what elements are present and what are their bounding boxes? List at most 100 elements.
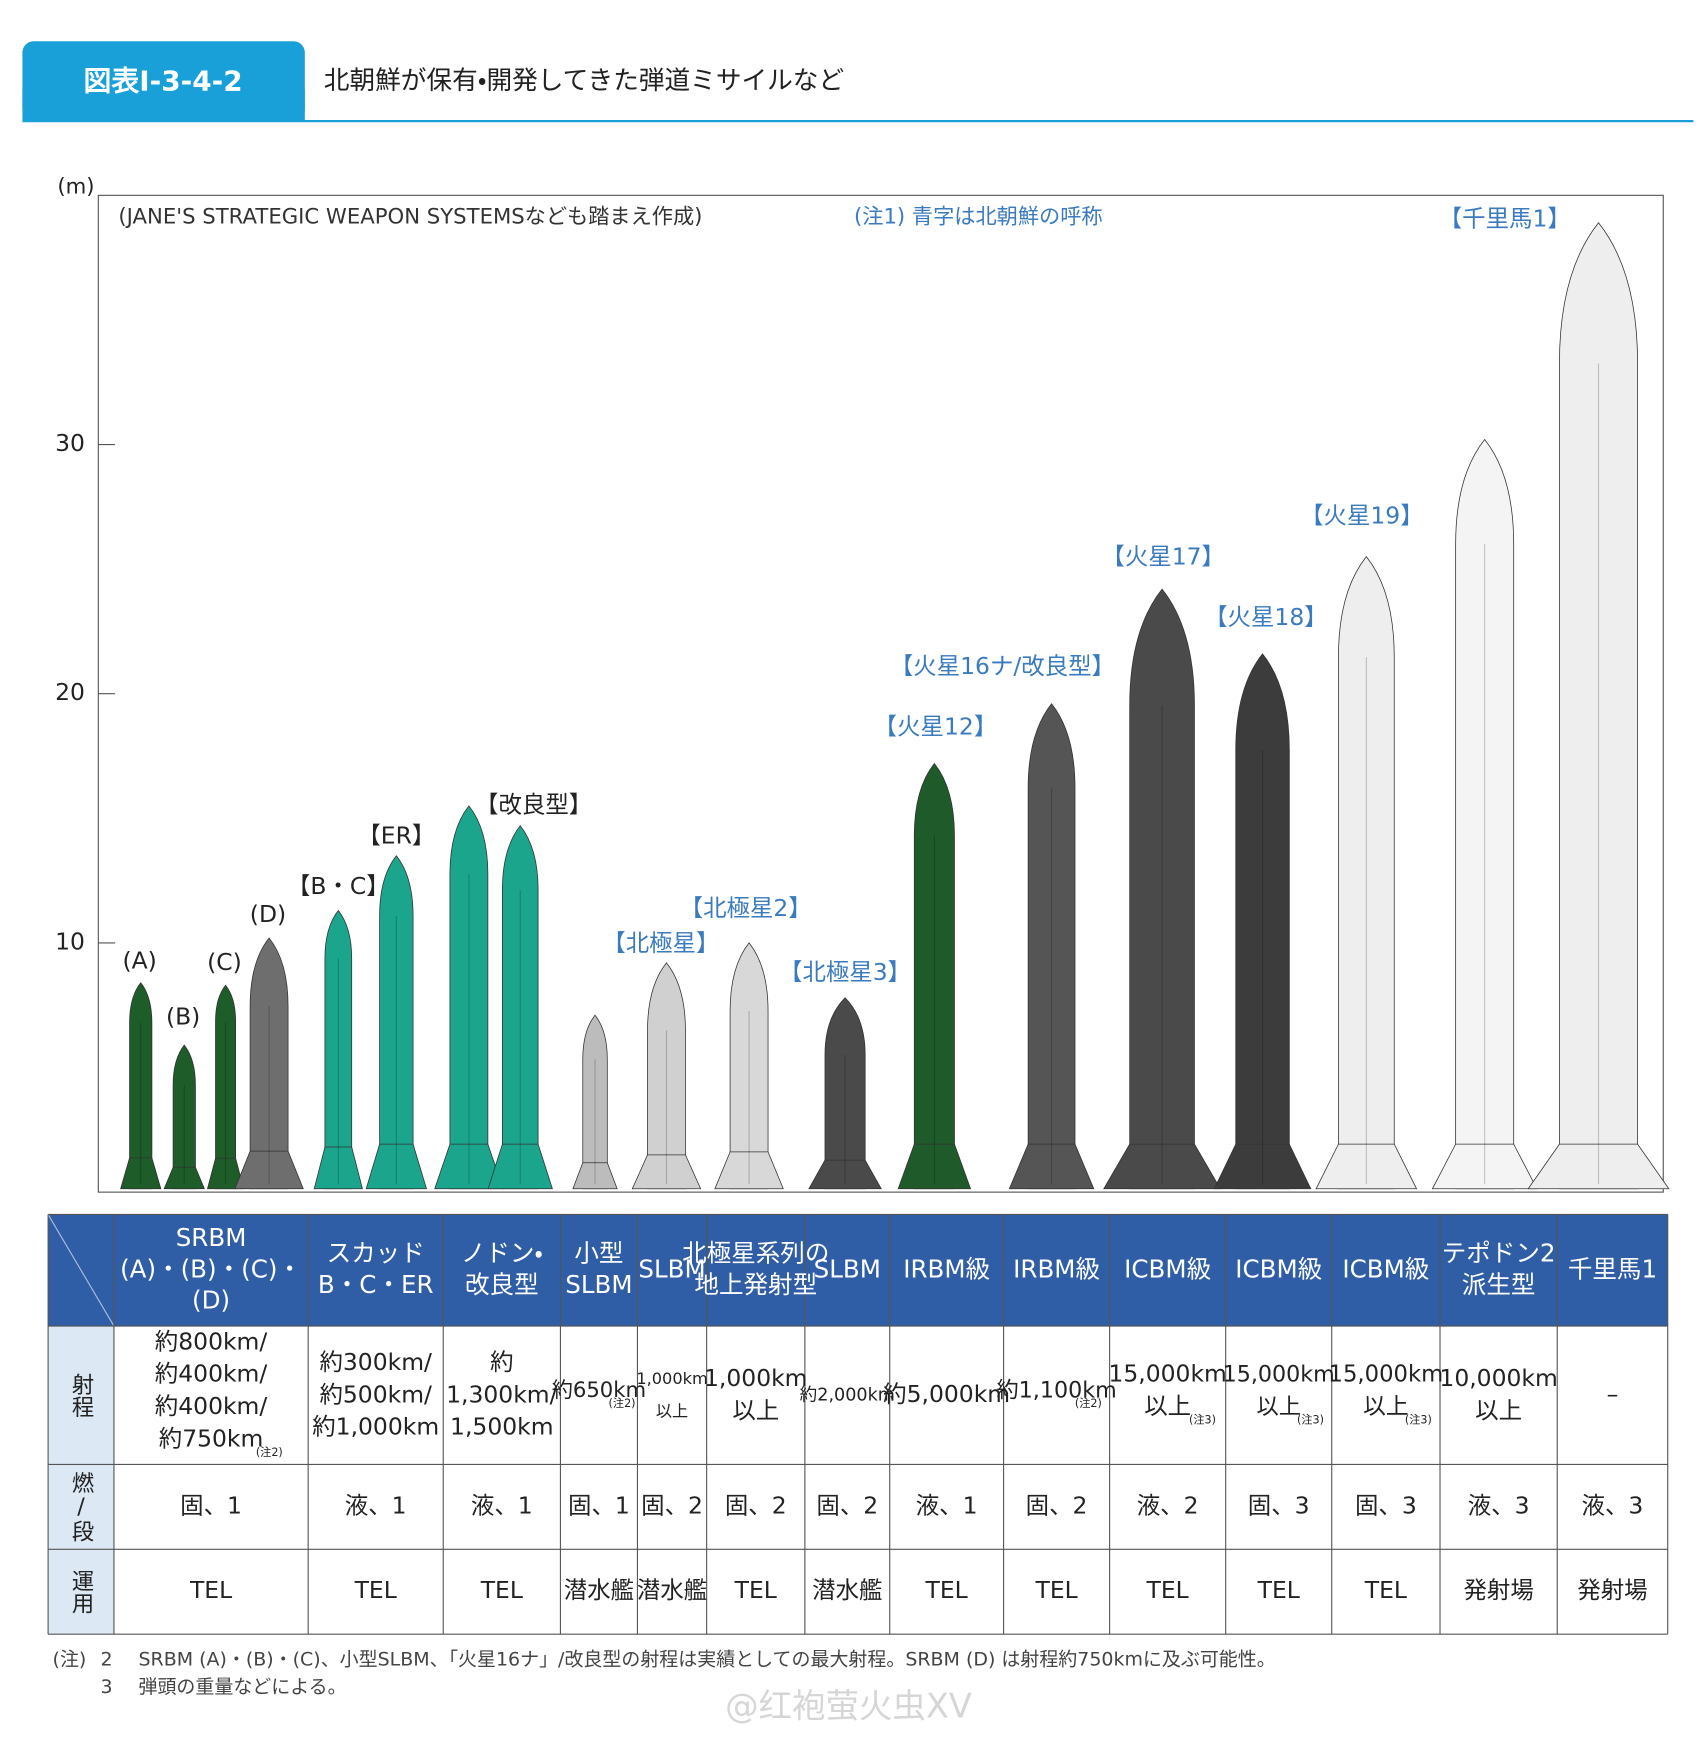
missile-label: (C) xyxy=(207,948,242,976)
table-header: 北極星系列の地上発射型 xyxy=(682,1239,829,1299)
missile-label: 【北極星3】 xyxy=(779,958,911,986)
diagonal xyxy=(47,1214,115,1327)
missile-label: 【千里馬1】 xyxy=(1439,204,1571,232)
table-rowhead-bg xyxy=(48,1326,114,1635)
table-cell: 固、3 xyxy=(1355,1491,1417,1519)
table-header: SLBM xyxy=(814,1254,881,1283)
missile-label: 【北極星】 xyxy=(602,929,719,957)
watermark: @红袍萤火虫XV xyxy=(725,1686,972,1725)
table-header: ノドン・改良型 xyxy=(461,1239,543,1299)
missile-fins xyxy=(572,1162,618,1190)
footnote-text: SRBM (A)・(B)・(C)、小型SLBM、「火星16ナ」/改良型の射程は実… xyxy=(139,1648,1276,1670)
source-note: (JANE'S STRATEGIC WEAPON SYSTEMSなども踏まえ作成… xyxy=(118,204,702,229)
table-header: スカッド B・C・ER xyxy=(318,1239,434,1299)
missile-label: 【ER】 xyxy=(357,822,435,850)
missile-fins xyxy=(714,1151,784,1190)
missile-fins xyxy=(1527,1143,1670,1190)
table-cell: 液、2 xyxy=(1137,1491,1199,1519)
table-cell: 約2,000km xyxy=(800,1385,895,1405)
missile-fins xyxy=(234,1150,304,1190)
table-cell-note: (注2) xyxy=(256,1446,283,1459)
table-cell: TEL xyxy=(1257,1576,1300,1604)
title: 北朝鮮が保有・開発してきた弾道ミサイルなど xyxy=(324,66,844,96)
row-title: 運用 xyxy=(68,1569,94,1614)
y-tick-label: 20 xyxy=(55,678,85,706)
table-cell: 固、1 xyxy=(568,1491,630,1519)
missile-label: (B) xyxy=(166,1002,200,1030)
table-cell: TEL xyxy=(1146,1576,1189,1604)
missile-fins xyxy=(1315,1143,1418,1190)
missile-fins xyxy=(313,1146,363,1190)
table-header: IRBM級 xyxy=(903,1254,990,1283)
missile-fins xyxy=(1008,1143,1095,1190)
table-cell-note: (注3) xyxy=(1405,1413,1432,1426)
badge-bg-base xyxy=(22,89,305,121)
footnote-text: 弾頭の重量などによる。 xyxy=(139,1676,347,1698)
table-cell: 液、3 xyxy=(1582,1491,1644,1519)
missile-label: 【火星18】 xyxy=(1204,603,1328,631)
table-cell: 潜水艦 xyxy=(812,1576,882,1604)
table-cell: 液、1 xyxy=(345,1491,407,1519)
table-header: SRBM (A)・(B)・(C)・(D) xyxy=(120,1223,302,1315)
table-cell: 液、1 xyxy=(471,1491,533,1519)
table-cell: TEL xyxy=(734,1576,777,1604)
table-cell-note: (注3) xyxy=(1297,1413,1324,1426)
table-cell: TEL xyxy=(189,1576,232,1604)
table-cell: TEL xyxy=(480,1576,523,1604)
table-header: 千里馬1 xyxy=(1568,1254,1657,1283)
table-cell-note: (注2) xyxy=(1075,1397,1102,1410)
missile-label: (D) xyxy=(250,900,286,928)
table-cell: TEL xyxy=(925,1576,968,1604)
missile-label: 【B・C】 xyxy=(287,872,390,900)
table-cell: 潜水艦 xyxy=(564,1576,634,1604)
table-header: ICBM級 xyxy=(1124,1254,1211,1283)
table-cell: 液、3 xyxy=(1468,1491,1530,1519)
table-cell: 約800km/約400km/約400km/約750km xyxy=(155,1327,268,1452)
table-cell: TEL xyxy=(1364,1576,1407,1604)
table-header: ICBM級 xyxy=(1235,1254,1322,1283)
table-cell: 発射場 xyxy=(1463,1576,1533,1604)
table-cell: 15,000km 以上 xyxy=(1329,1361,1444,1419)
table-cell: 15,000km 以上 xyxy=(1223,1361,1335,1419)
table-cell: 約300km/約500km/約1,000km xyxy=(312,1347,439,1440)
missile-fins xyxy=(808,1159,882,1190)
table-header: IRBM級 xyxy=(1013,1254,1100,1283)
missile-label: (A) xyxy=(122,947,156,975)
missile-fins xyxy=(631,1154,702,1190)
note1: (注1) 青字は北朝鮮の呼称 xyxy=(854,204,1103,229)
table-header: テポドン2 派生型 xyxy=(1442,1239,1556,1299)
table-cell: 1,000km 以上 xyxy=(704,1364,808,1424)
table-cell: 10,000km 以上 xyxy=(1439,1364,1557,1424)
table-cell: 約650km xyxy=(552,1377,646,1402)
missile-fins xyxy=(1213,1143,1312,1190)
table-cell: 固、2 xyxy=(816,1491,878,1519)
y-unit: (m) xyxy=(57,174,94,199)
table-header: ICBM級 xyxy=(1342,1254,1429,1283)
table-cell: 固、2 xyxy=(641,1491,703,1519)
table-cell: 発射場 xyxy=(1577,1576,1647,1604)
table-header-bg xyxy=(48,1214,1668,1327)
footnote-num: 2 xyxy=(101,1648,113,1670)
table-cell: 15,000km 以上 xyxy=(1108,1359,1226,1419)
table-cell: 1,000km 以上 xyxy=(636,1369,707,1420)
row-title: 射程 xyxy=(68,1373,94,1418)
y-tick-label: 30 xyxy=(55,429,85,457)
missile-fins xyxy=(897,1143,972,1190)
missile-fins xyxy=(120,1157,162,1190)
missile-label: 【火星16ナ/改良型】 xyxy=(890,652,1115,680)
missile-label: 【火星17】 xyxy=(1101,543,1225,571)
table-cell: TEL xyxy=(354,1576,397,1604)
table-cell: 固、1 xyxy=(180,1491,242,1519)
table-cell: 約5,000km xyxy=(883,1380,1010,1408)
table-cell: TEL xyxy=(1035,1576,1078,1604)
table-header: SLBM xyxy=(638,1254,705,1283)
table-header: 小型 SLBM xyxy=(565,1239,632,1299)
table-cell: 潜水艦 xyxy=(637,1576,707,1604)
table-cell: – xyxy=(1607,1380,1619,1408)
missile-fins xyxy=(365,1143,428,1190)
footnote-num: 3 xyxy=(101,1676,113,1698)
table-cell: 固、2 xyxy=(1026,1491,1088,1519)
table-cell-note: (注2) xyxy=(609,1397,636,1410)
